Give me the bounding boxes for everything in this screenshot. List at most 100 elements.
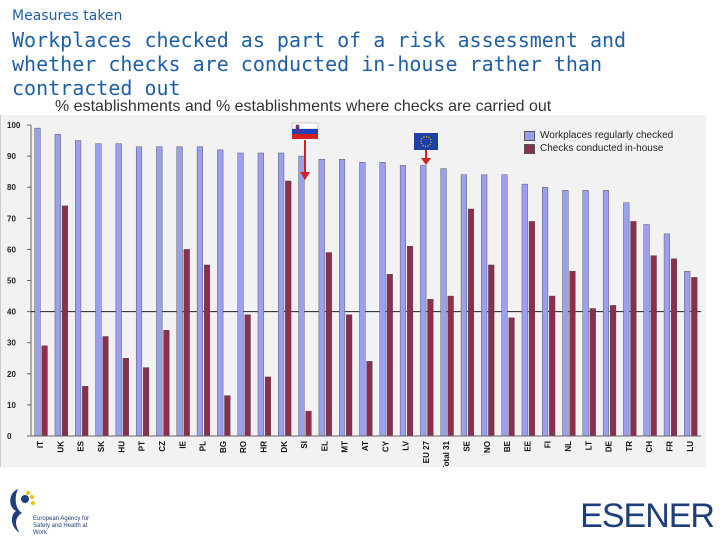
- bar-checks-in-house: [122, 358, 129, 437]
- bar-checks-in-house: [183, 249, 190, 437]
- x-tick-label: LV: [402, 440, 411, 450]
- bar-workplaces-checked: [156, 146, 163, 437]
- bar-workplaces-checked: [34, 127, 41, 437]
- chart-legend: Workplaces regularly checked Checks cond…: [520, 127, 694, 157]
- bar-workplaces-checked: [339, 159, 346, 437]
- bar-checks-in-house: [366, 361, 373, 437]
- bar-workplaces-checked: [643, 224, 650, 437]
- x-tick-label: AT: [361, 441, 370, 451]
- x-tick-label: PT: [138, 441, 147, 451]
- page-title: Workplaces checked as part of a risk ass…: [12, 28, 627, 100]
- section-subtitle: Measures taken: [12, 8, 123, 24]
- bar-checks-in-house: [305, 410, 312, 437]
- bar-checks-in-house: [264, 376, 271, 437]
- bar-workplaces-checked: [582, 190, 589, 437]
- x-tick-label: LU: [686, 441, 695, 452]
- x-tick-label: SI: [300, 441, 309, 449]
- bar-workplaces-checked: [298, 155, 305, 437]
- x-tick-label: NL: [564, 441, 573, 452]
- bar-workplaces-checked: [176, 146, 183, 437]
- x-tick-label: RO: [239, 441, 248, 453]
- bar-workplaces-checked: [196, 146, 203, 437]
- bar-workplaces-checked: [562, 190, 569, 437]
- x-tick-label: LT: [584, 441, 593, 450]
- x-tick-label: DK: [280, 441, 289, 453]
- eu-osha-logo: [10, 489, 35, 533]
- bar-workplaces-checked: [399, 165, 406, 437]
- bar-checks-in-house: [325, 252, 332, 437]
- x-tick-label: DE: [605, 440, 614, 452]
- x-tick-label: HU: [117, 441, 126, 453]
- bar-workplaces-checked: [54, 134, 61, 437]
- bar-workplaces-checked: [460, 174, 467, 437]
- x-tick-label: PL: [199, 441, 208, 451]
- bar-workplaces-checked: [420, 165, 427, 437]
- chart-area: 0 10 20 30 40 50 60 70 80 90 100 IT UK ES SK HU PT CZ IE PL…: [0, 115, 706, 467]
- bar-workplaces-checked: [75, 140, 82, 437]
- bar-workplaces-checked: [278, 152, 285, 437]
- bar-checks-in-house: [61, 205, 68, 437]
- x-tick-label: CY: [381, 440, 390, 452]
- bar-workplaces-checked: [663, 233, 670, 437]
- bar-workplaces-checked: [602, 190, 610, 437]
- y-tick-label: 100: [7, 121, 21, 130]
- legend-item-series2: Checks conducted in-house: [524, 142, 690, 155]
- bar-checks-in-house: [427, 298, 434, 437]
- x-tick-label: EL: [320, 441, 329, 451]
- legend-item-series1: Workplaces regularly checked: [524, 129, 690, 142]
- y-tick-label: 50: [7, 277, 16, 286]
- x-tick-label: SK: [97, 441, 106, 452]
- x-tick-label: CZ: [158, 441, 167, 452]
- bar-checks-in-house: [41, 345, 48, 437]
- y-tick-label: 40: [7, 308, 16, 317]
- bar-workplaces-checked: [501, 174, 508, 437]
- bar-workplaces-checked: [440, 168, 447, 437]
- bar-workplaces-checked: [379, 162, 386, 437]
- bar-checks-in-house: [508, 317, 515, 437]
- bar-checks-in-house: [143, 367, 150, 437]
- y-tick-label: 10: [7, 401, 16, 410]
- x-tick-label: SE: [463, 440, 472, 451]
- bar-checks-in-house: [691, 277, 698, 437]
- bar-checks-in-house: [407, 246, 414, 437]
- chart-title: % establishments and % establishments wh…: [55, 98, 552, 115]
- bar-checks-in-house: [82, 386, 89, 437]
- eu-osha-logo-text: European Agency for Safety and Health at…: [33, 516, 90, 536]
- bar-checks-in-house: [488, 264, 495, 437]
- x-tick-label: MT: [341, 441, 350, 453]
- bar-workplaces-checked: [115, 143, 122, 437]
- x-tick-label: Total 31: [442, 440, 451, 467]
- bar-checks-in-house: [630, 221, 637, 437]
- y-tick-label: 90: [7, 152, 16, 161]
- x-tick-label: NO: [483, 441, 492, 453]
- x-tick-label: TR: [625, 441, 634, 452]
- bar-workplaces-checked: [623, 202, 630, 437]
- esener-logo: ESENER: [580, 497, 715, 535]
- bar-checks-in-house: [447, 295, 454, 437]
- bar-checks-in-house: [203, 264, 211, 437]
- x-tick-label: FR: [666, 441, 675, 452]
- bar-checks-in-house: [163, 330, 170, 437]
- x-tick-label: BE: [503, 440, 512, 452]
- bar-checks-in-house: [670, 258, 678, 437]
- y-tick-label: 30: [7, 339, 16, 348]
- bar-chart: 0 10 20 30 40 50 60 70 80 90 100 IT UK ES SK HU PT CZ IE PL…: [7, 121, 701, 467]
- x-tick-label: EU 27: [422, 440, 431, 463]
- y-tick-label: 80: [7, 183, 16, 192]
- bar-checks-in-house: [549, 295, 556, 437]
- bar-checks-in-house: [346, 314, 353, 437]
- x-tick-label: IT: [36, 441, 45, 448]
- bar-checks-in-house: [285, 180, 292, 437]
- bar-workplaces-checked: [95, 143, 102, 437]
- y-tick-label: 20: [7, 370, 16, 379]
- legend-swatch-series1: [524, 130, 535, 141]
- eu-flag-icon: [414, 133, 438, 165]
- legend-label-series1: Workplaces regularly checked: [540, 130, 674, 141]
- bar-workplaces-checked: [684, 270, 691, 437]
- bar-workplaces-checked: [257, 152, 264, 437]
- y-tick-label: 70: [7, 214, 16, 223]
- bar-checks-in-house: [102, 336, 109, 437]
- x-tick-label: UK: [56, 441, 65, 453]
- bar-workplaces-checked: [521, 183, 528, 437]
- y-tick-label: 60: [7, 245, 16, 254]
